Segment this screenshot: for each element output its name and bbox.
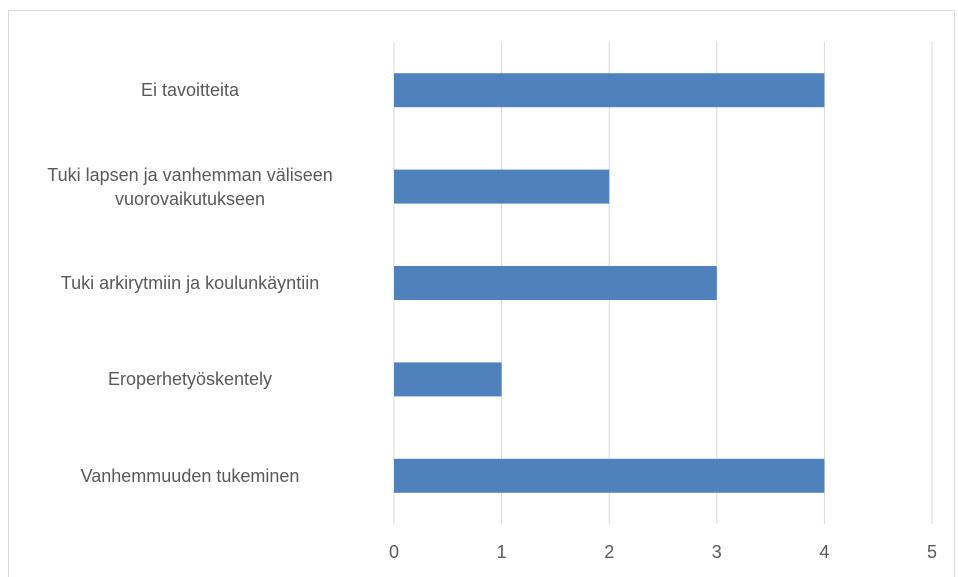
y-tick-label: Tuki arkirytmiin ja koulunkäyntiin	[60, 273, 320, 293]
bar	[394, 458, 825, 493]
bar	[394, 266, 717, 300]
x-tick-label: 0	[389, 542, 399, 562]
x-tick-label: 3	[712, 542, 722, 562]
bar	[394, 169, 610, 204]
y-tick-label: Ei tavoitteita	[140, 80, 240, 101]
x-tick-label: 4	[819, 542, 829, 562]
bar	[394, 73, 825, 108]
x-tick-label: 1	[497, 542, 507, 562]
x-tick-label: 2	[604, 542, 614, 562]
y-tick-label: Vanhemmuuden tukeminen	[80, 465, 300, 486]
bar	[394, 362, 502, 397]
y-tick-label: Eroperhetyöskentely	[107, 369, 273, 390]
chart-frame	[8, 10, 955, 577]
y-tick-label: Tuki lapsen ja vanhemman väliseen vuorov…	[47, 164, 333, 209]
x-tick-label: 5	[927, 542, 937, 562]
